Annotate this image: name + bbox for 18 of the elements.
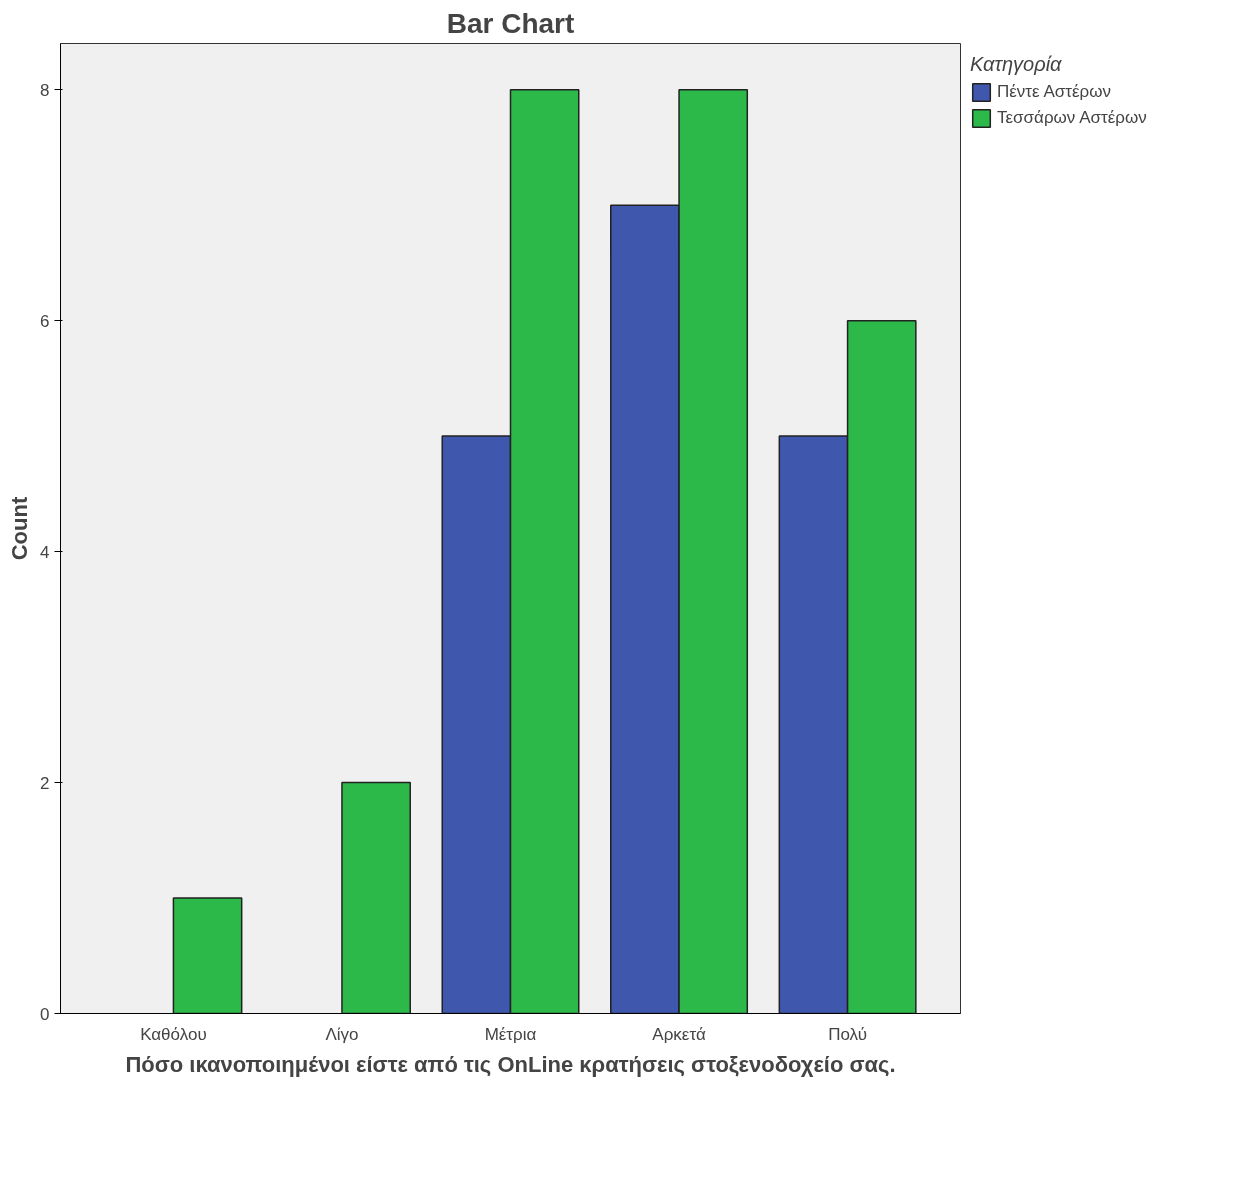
y-tick-label: 6	[40, 311, 50, 331]
y-axis-title: Count	[7, 496, 33, 561]
x-axis-title: Πόσο ικανοποιημένοι είστε από τις OnLine κρατήσεις στοξενοδοχείο σας.	[125, 1051, 896, 1077]
y-tick-label: 2	[40, 773, 50, 793]
legend-label: Τεσσάρων Αστέρων	[997, 108, 1147, 128]
legend-label: Πέντε Αστέρων	[997, 82, 1112, 102]
x-tick-label: Αρκετά	[652, 1024, 706, 1044]
bar	[172, 897, 243, 1014]
bar	[341, 781, 411, 1014]
y-tick-label: 4	[40, 542, 50, 562]
x-tick-label: Μέτρια	[484, 1024, 537, 1044]
x-tick-label: Καθόλου	[140, 1024, 207, 1044]
y-tick-label: 8	[40, 80, 50, 100]
chart-title: Bar Chart	[446, 7, 575, 39]
y-tick-label: 0	[40, 1004, 50, 1024]
legend-title: Κατηγορία	[970, 53, 1063, 76]
x-tick-label: Λίγο	[325, 1024, 359, 1044]
x-tick-label: Πολύ	[828, 1024, 867, 1044]
